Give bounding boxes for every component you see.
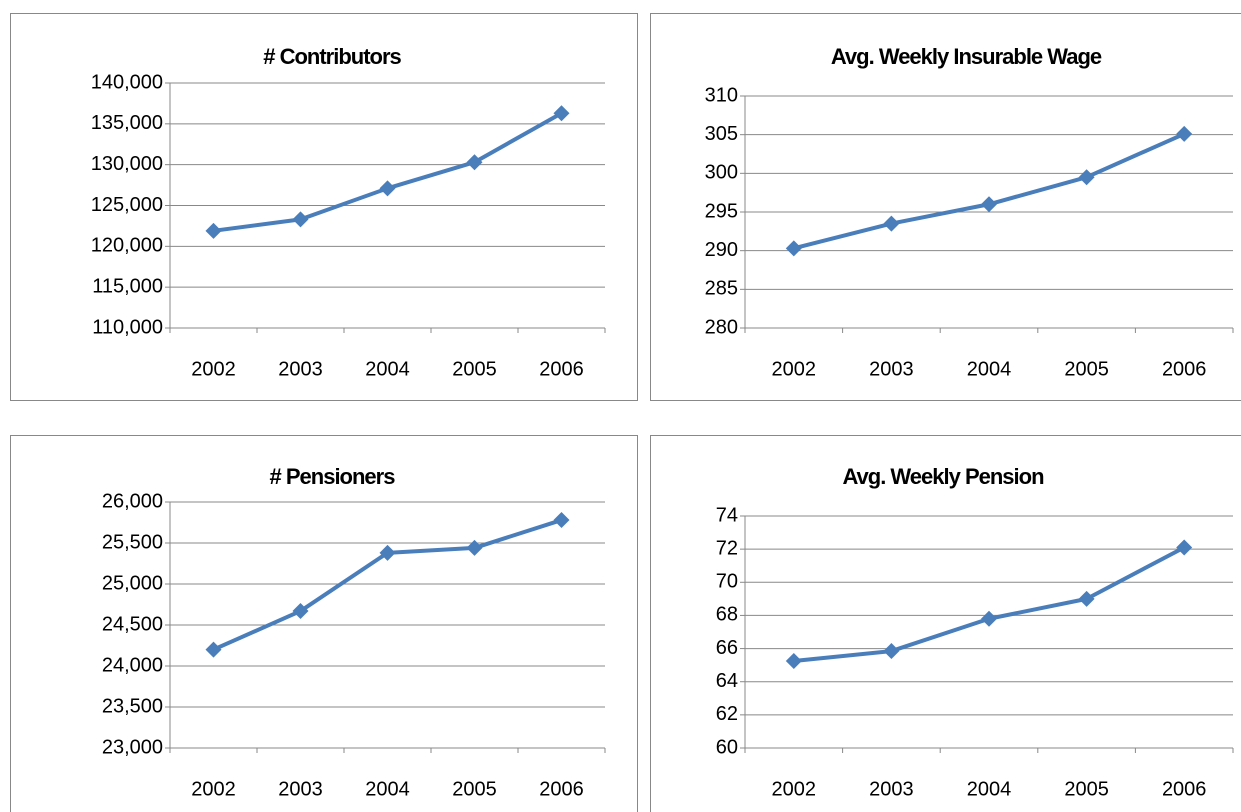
y-tick-label: 25,500	[102, 531, 163, 553]
y-tick-label: 285	[705, 278, 738, 300]
panel	[10, 13, 638, 401]
y-tick-label: 66	[716, 637, 738, 659]
panel	[650, 435, 1241, 812]
y-tick-label: 290	[705, 239, 738, 261]
y-tick-label: 68	[716, 604, 738, 626]
marker	[292, 211, 309, 228]
chart-title: Avg. Weekly Insurable Wage	[831, 44, 1102, 69]
marker	[883, 215, 900, 232]
marker	[883, 643, 900, 660]
y-tick-label: 295	[705, 200, 738, 222]
x-tick-label: 2002	[772, 778, 817, 800]
x-tick-label: 2006	[539, 358, 584, 380]
y-tick-label: 74	[716, 504, 738, 526]
x-tick-label: 2005	[1064, 778, 1109, 800]
marker	[1176, 539, 1193, 556]
series-line	[212, 518, 563, 652]
marker	[379, 180, 396, 197]
marker	[292, 603, 309, 620]
chart-title: Avg. Weekly Pension	[842, 464, 1044, 489]
marker	[981, 196, 997, 213]
y-tick-label: 300	[705, 162, 738, 184]
x-tick-label: 2003	[869, 358, 914, 380]
y-tick-label: 115,000	[92, 275, 163, 297]
x-tick-label: 2006	[1162, 778, 1207, 800]
marker	[981, 610, 997, 627]
marker	[1176, 125, 1193, 142]
marker	[205, 222, 222, 239]
series-line	[793, 545, 1186, 663]
x-tick-label: 2003	[869, 778, 914, 800]
marker	[785, 653, 802, 669]
y-tick-label: 110,000	[92, 316, 163, 338]
x-tick-label: 2006	[1162, 358, 1207, 380]
x-tick-label: 2005	[452, 358, 497, 380]
y-tick-label: 64	[716, 670, 738, 692]
x-tick-label: 2004	[365, 358, 410, 380]
y-tick-label: 72	[716, 537, 738, 559]
marker	[466, 154, 483, 171]
y-tick-label: 280	[705, 316, 738, 338]
marker	[1078, 169, 1095, 186]
series-line	[213, 111, 563, 233]
x-tick-label: 2004	[967, 778, 1012, 800]
chart-title: # Pensioners	[270, 464, 396, 489]
x-tick-label: 2006	[539, 778, 584, 800]
y-tick-label: 135,000	[91, 112, 163, 134]
y-tick-label: 26,000	[102, 490, 163, 512]
series-line	[793, 132, 1186, 251]
y-tick-label: 23,500	[102, 695, 163, 717]
y-tick-label: 310	[705, 84, 738, 106]
marker	[553, 512, 570, 529]
y-tick-label: 25,000	[102, 572, 163, 594]
panel	[10, 435, 638, 812]
y-tick-label: 120,000	[91, 235, 163, 257]
y-tick-label: 130,000	[91, 153, 163, 175]
marker	[205, 641, 222, 658]
panel	[650, 13, 1241, 401]
marker	[466, 539, 483, 556]
x-tick-label: 2003	[278, 778, 323, 800]
x-tick-label: 2002	[772, 358, 817, 380]
marker	[553, 105, 570, 122]
y-tick-label: 140,000	[91, 71, 163, 93]
chart-title: # Contributors	[263, 44, 401, 69]
y-tick-label: 125,000	[91, 194, 163, 216]
y-tick-label: 60	[716, 736, 738, 758]
y-tick-label: 62	[716, 703, 738, 725]
x-tick-label: 2004	[967, 358, 1012, 380]
x-tick-label: 2005	[452, 778, 497, 800]
x-tick-label: 2004	[365, 778, 410, 800]
marker	[1078, 590, 1095, 607]
y-tick-label: 23,000	[102, 736, 163, 758]
x-tick-label: 2002	[191, 358, 236, 380]
y-tick-label: 24,500	[102, 613, 163, 635]
y-tick-label: 24,000	[102, 654, 163, 676]
y-tick-label: 70	[716, 571, 738, 593]
x-tick-label: 2002	[191, 778, 236, 800]
y-tick-label: 305	[705, 123, 738, 145]
x-tick-label: 2005	[1064, 358, 1109, 380]
x-tick-label: 2003	[278, 358, 323, 380]
marker	[785, 240, 802, 257]
marker	[379, 544, 396, 561]
